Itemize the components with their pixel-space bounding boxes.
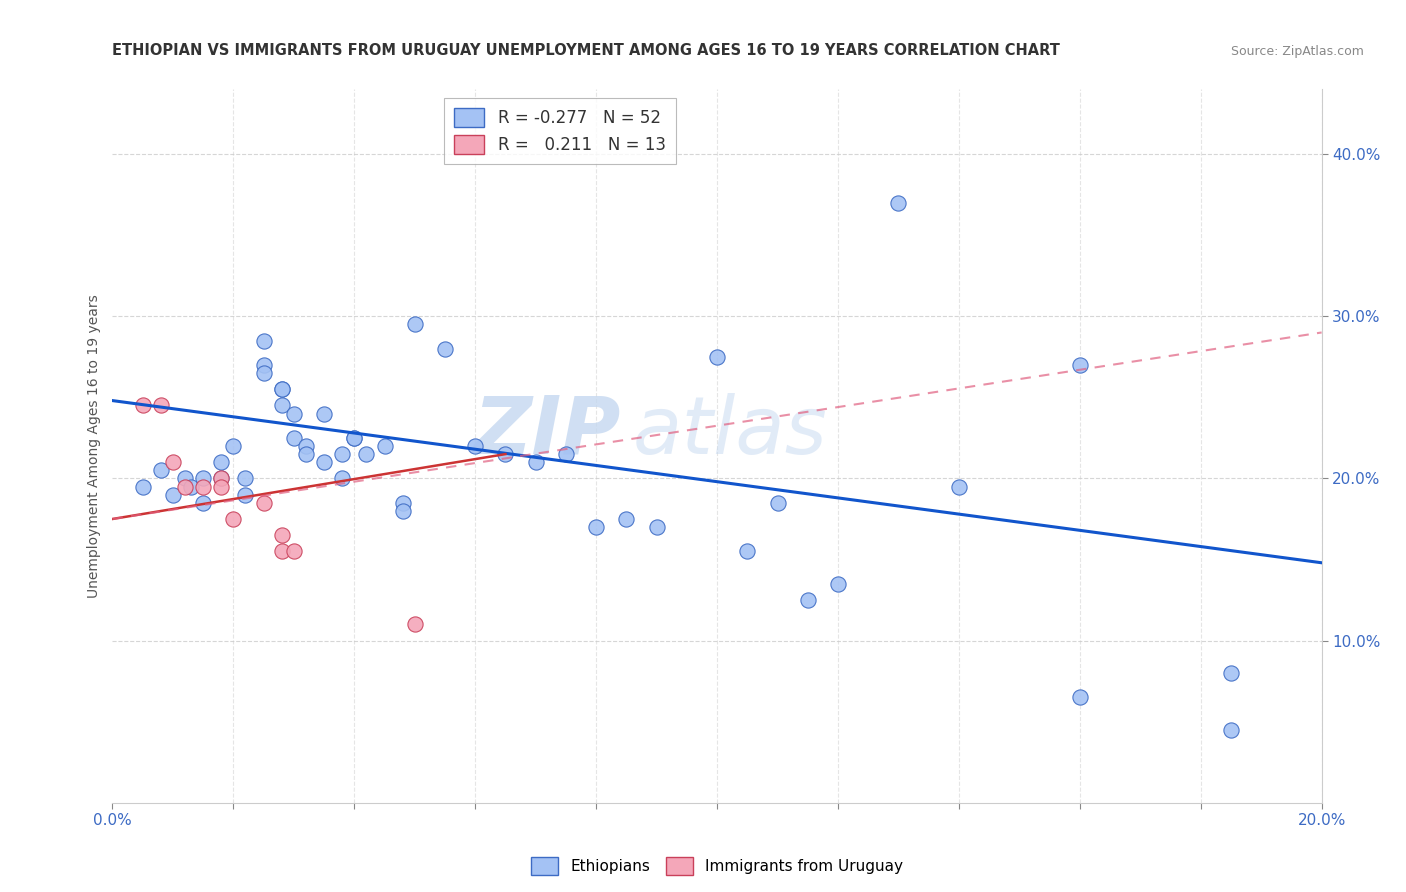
Point xyxy=(270,544,292,558)
Point xyxy=(253,358,276,372)
Point xyxy=(209,455,232,469)
Point xyxy=(191,496,214,510)
Point xyxy=(174,479,197,493)
Point xyxy=(404,318,426,332)
Point xyxy=(222,512,245,526)
Point xyxy=(149,463,172,477)
Point xyxy=(132,479,155,493)
Point xyxy=(174,471,197,485)
Point xyxy=(464,439,486,453)
Point xyxy=(948,479,970,493)
Point xyxy=(737,544,759,558)
Point xyxy=(270,382,292,396)
Point xyxy=(616,512,638,526)
Point xyxy=(330,471,353,485)
Text: Source: ZipAtlas.com: Source: ZipAtlas.com xyxy=(1230,45,1364,58)
Point xyxy=(585,520,607,534)
Point xyxy=(1220,666,1243,681)
Point xyxy=(295,447,318,461)
Point xyxy=(356,447,378,461)
Point xyxy=(191,471,214,485)
Point xyxy=(253,496,276,510)
Point xyxy=(1220,723,1243,737)
Point xyxy=(524,455,547,469)
Point xyxy=(766,496,789,510)
Point xyxy=(391,504,413,518)
Point xyxy=(283,544,305,558)
Point xyxy=(283,431,305,445)
Point xyxy=(283,407,305,421)
Point xyxy=(796,593,818,607)
Point xyxy=(330,447,353,461)
Point xyxy=(222,439,245,453)
Point xyxy=(270,528,292,542)
Point xyxy=(404,617,426,632)
Point xyxy=(253,366,276,380)
Point xyxy=(209,471,232,485)
Point xyxy=(149,399,172,413)
Point xyxy=(209,479,232,493)
Point xyxy=(314,455,336,469)
Point xyxy=(270,399,292,413)
Point xyxy=(827,577,849,591)
Point xyxy=(209,471,232,485)
Point xyxy=(295,439,318,453)
Point xyxy=(433,342,456,356)
Point xyxy=(235,488,257,502)
Point xyxy=(554,447,576,461)
Point xyxy=(253,334,276,348)
Text: ZIP: ZIP xyxy=(472,392,620,471)
Point xyxy=(374,439,396,453)
Point xyxy=(391,496,413,510)
Point xyxy=(1069,690,1091,705)
Text: atlas: atlas xyxy=(633,392,827,471)
Point xyxy=(887,195,910,210)
Y-axis label: Unemployment Among Ages 16 to 19 years: Unemployment Among Ages 16 to 19 years xyxy=(87,294,101,598)
Point xyxy=(343,431,366,445)
Point xyxy=(706,350,728,364)
Legend: Ethiopians, Immigrants from Uruguay: Ethiopians, Immigrants from Uruguay xyxy=(524,851,910,880)
Point xyxy=(314,407,336,421)
Point xyxy=(162,488,184,502)
Point xyxy=(180,479,202,493)
Point xyxy=(132,399,155,413)
Point xyxy=(495,447,517,461)
Point xyxy=(191,479,214,493)
Point xyxy=(343,431,366,445)
Point xyxy=(645,520,668,534)
Point xyxy=(162,455,184,469)
Point xyxy=(1069,358,1091,372)
Point xyxy=(235,471,257,485)
Point xyxy=(270,382,292,396)
Text: ETHIOPIAN VS IMMIGRANTS FROM URUGUAY UNEMPLOYMENT AMONG AGES 16 TO 19 YEARS CORR: ETHIOPIAN VS IMMIGRANTS FROM URUGUAY UNE… xyxy=(112,43,1060,58)
